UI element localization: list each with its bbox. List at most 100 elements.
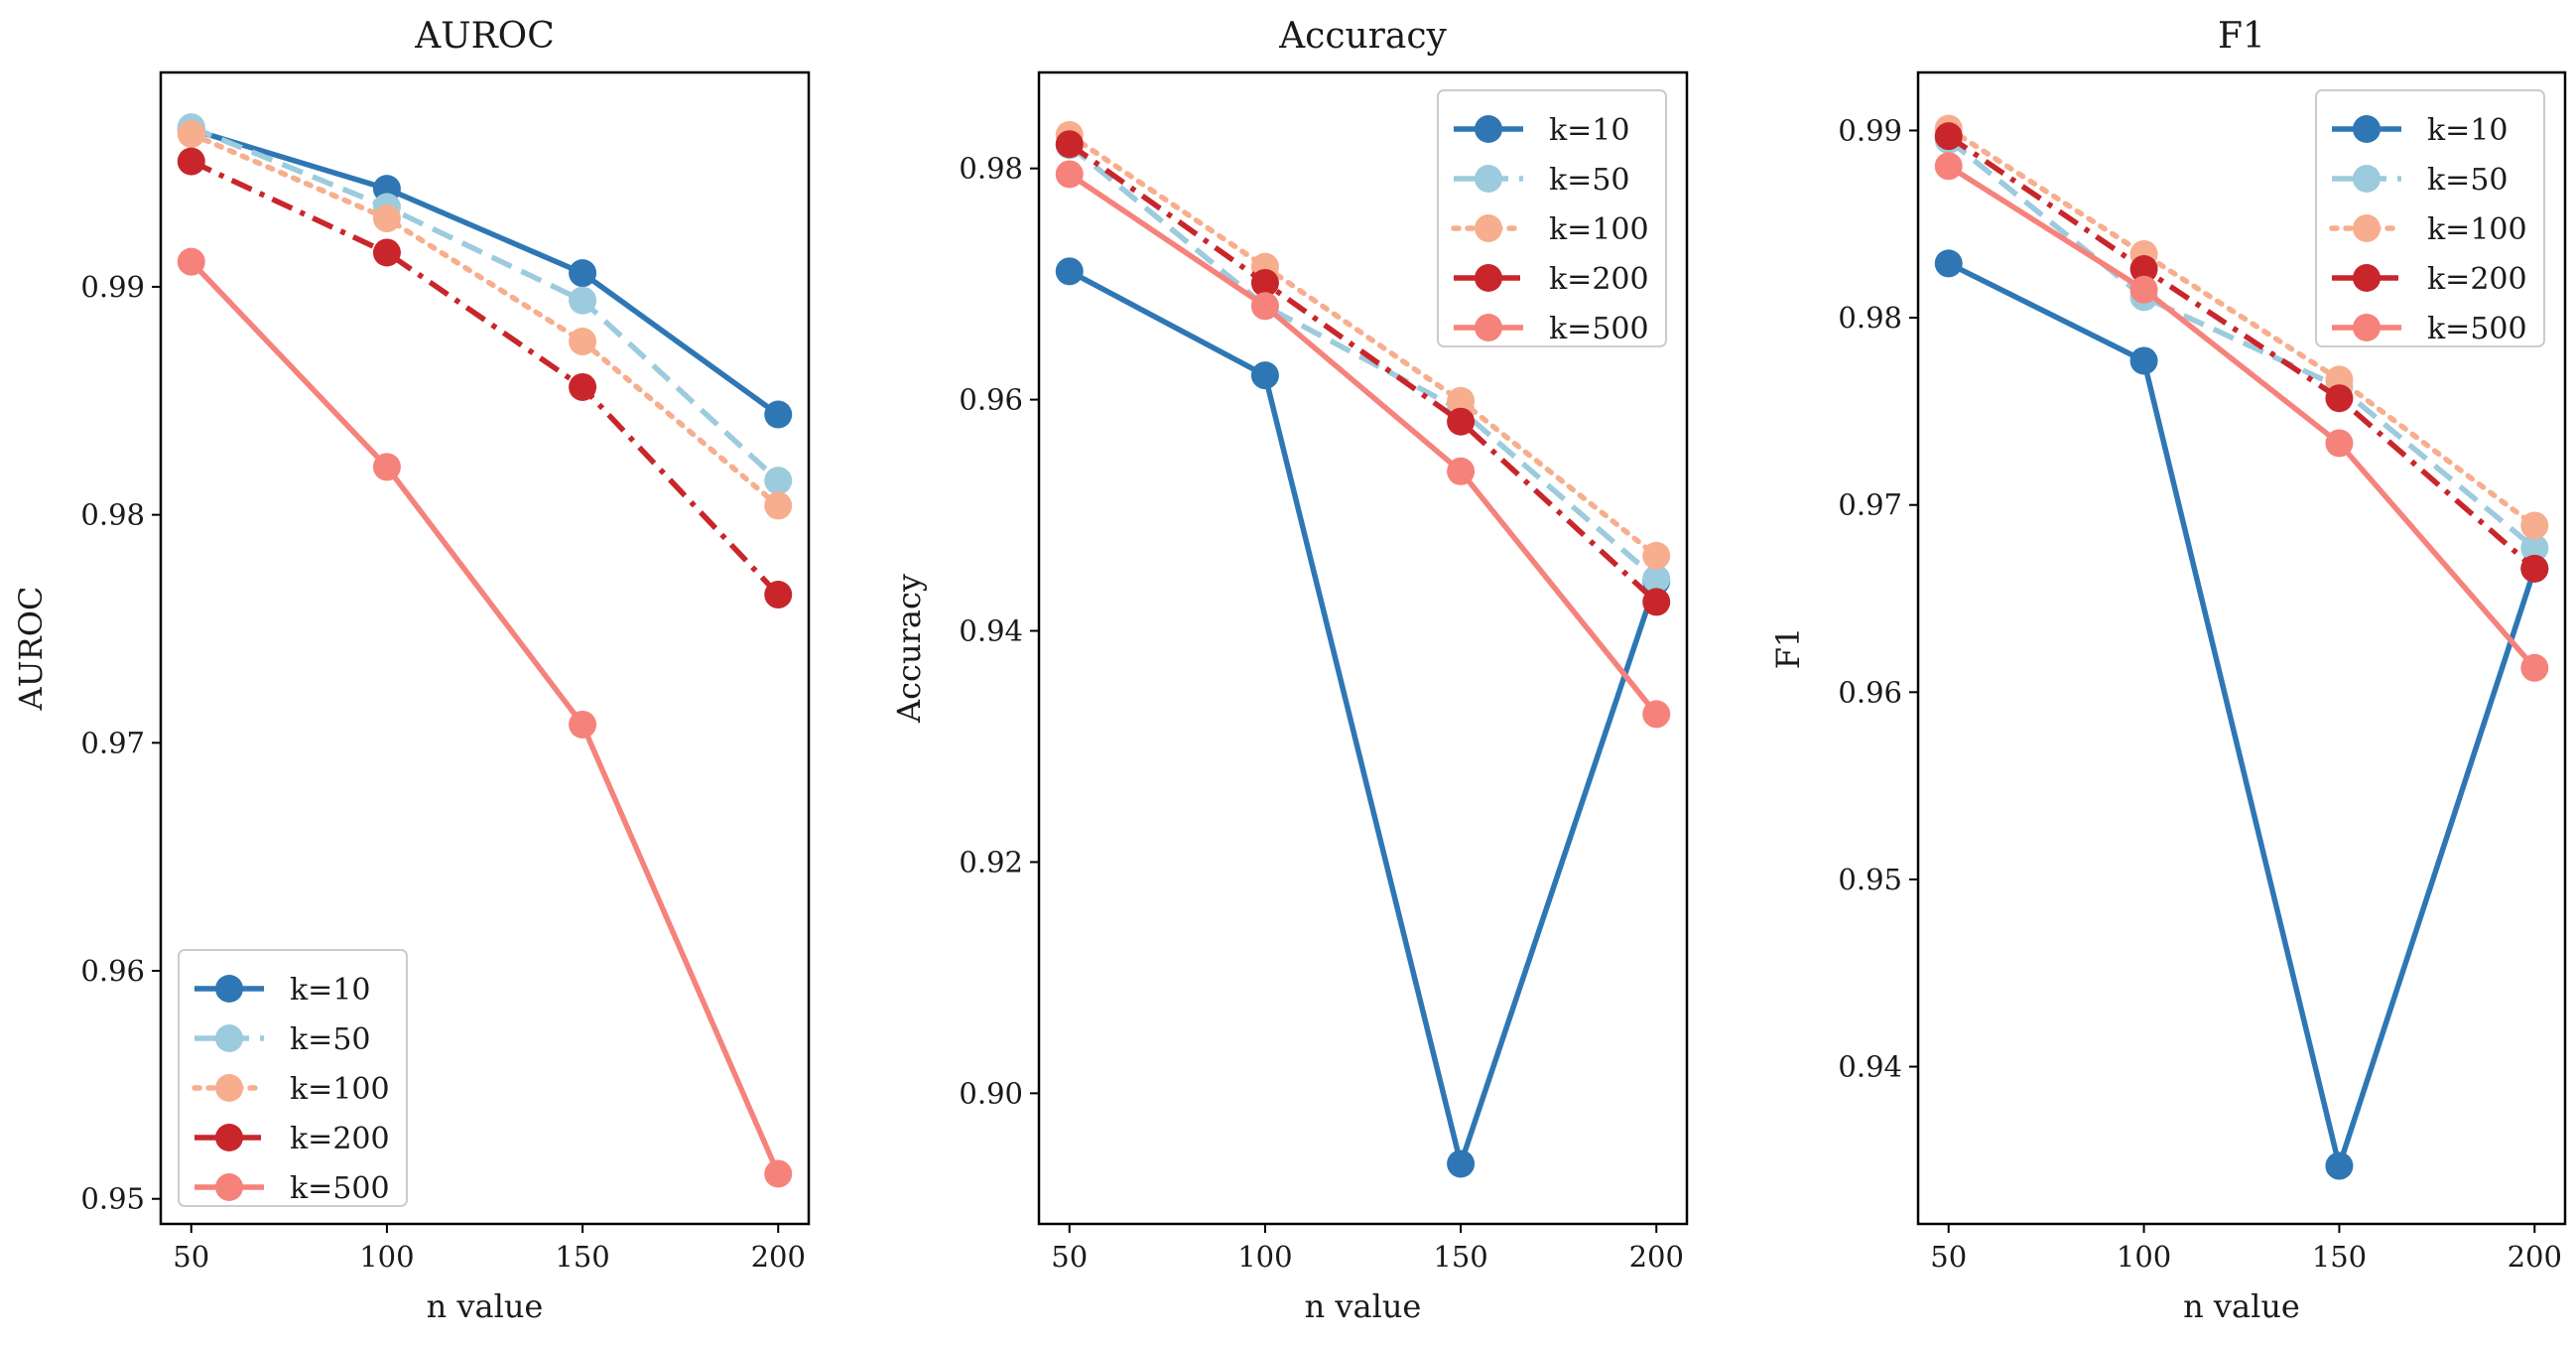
data-point <box>372 204 401 233</box>
y-axis-label: AUROC <box>12 587 50 712</box>
chart-title: F1 <box>2218 16 2265 57</box>
legend-label: k=50 <box>290 1022 371 1057</box>
data-point <box>1447 1149 1476 1178</box>
data-point <box>764 400 793 429</box>
chart-title: AUROC <box>414 16 555 57</box>
y-tick-label: 0.97 <box>1838 488 1902 522</box>
y-tick-label: 0.99 <box>80 270 145 304</box>
data-point <box>1642 541 1671 570</box>
data-point <box>2325 1151 2354 1180</box>
y-tick-label: 0.95 <box>80 1182 145 1216</box>
y-tick-label: 0.90 <box>959 1076 1023 1110</box>
x-tick-label: 100 <box>1237 1240 1292 1274</box>
data-point <box>764 1159 793 1188</box>
series-line <box>190 159 781 597</box>
legend-label: k=10 <box>2427 113 2509 148</box>
legend-marker <box>215 1124 243 1151</box>
legend-marker <box>1475 165 1502 193</box>
series-line <box>1945 125 2538 529</box>
data-point <box>1250 268 1279 297</box>
y-tick-label: 0.94 <box>959 614 1023 648</box>
x-tick-label: 200 <box>1629 1240 1684 1274</box>
legend-label: k=100 <box>2427 212 2527 247</box>
data-point <box>1447 457 1476 485</box>
legend-label: k=500 <box>1549 312 1649 346</box>
data-point <box>2129 346 2158 375</box>
legend-label: k=200 <box>290 1122 390 1156</box>
x-axis-label: n value <box>427 1287 544 1325</box>
series-k-10 <box>177 115 793 429</box>
series-line <box>1947 260 2537 1169</box>
x-tick-label: 200 <box>2508 1240 2562 1274</box>
data-point <box>569 372 597 401</box>
data-point <box>569 710 597 739</box>
data-point <box>569 286 597 315</box>
data-point <box>764 467 793 495</box>
data-point <box>2520 653 2549 682</box>
data-point <box>2520 554 2549 583</box>
chart-title: Accuracy <box>1278 16 1447 57</box>
series-line <box>1946 137 2537 551</box>
data-point <box>1934 122 1963 151</box>
x-tick-label: 50 <box>1930 1240 1967 1274</box>
legend-marker <box>2353 165 2381 193</box>
data-point <box>1447 386 1476 415</box>
legend-marker <box>1475 214 1502 242</box>
y-tick-label: 0.92 <box>959 845 1023 878</box>
legend-marker <box>2353 314 2381 341</box>
series-line <box>191 126 780 417</box>
x-tick-label: 100 <box>2117 1240 2171 1274</box>
data-point <box>177 147 205 176</box>
legend: k=10 k=50 k=100 k=200 k=500 <box>178 949 408 1207</box>
series-line <box>1068 268 1659 1167</box>
series-k-200 <box>177 147 793 609</box>
series-k-200 <box>1934 122 2549 583</box>
y-tick-label: 0.98 <box>1838 301 1902 335</box>
legend-label: k=500 <box>290 1171 390 1206</box>
y-axis-label: F1 <box>1769 627 1807 670</box>
legend-marker <box>215 1024 243 1052</box>
x-tick-label: 150 <box>1433 1240 1487 1274</box>
series-line <box>1068 141 1659 605</box>
data-point <box>2129 275 2158 304</box>
series-line <box>1067 132 1659 559</box>
x-axis-label: n value <box>2183 1287 2300 1325</box>
legend-label: k=10 <box>290 973 371 1008</box>
series-line <box>189 259 781 1175</box>
legend-marker <box>1475 314 1502 341</box>
series-line <box>1068 172 1659 717</box>
data-point <box>569 328 597 356</box>
f1-panel: F1 50 100 150 200 0.94 0.95 0.96 0.97 0.98 0.99 n v… <box>1769 16 2567 1325</box>
data-point <box>2129 255 2158 284</box>
series-k-500 <box>177 247 793 1188</box>
data-point <box>372 238 401 267</box>
series-line <box>1947 163 2537 670</box>
y-tick-label: 0.94 <box>1838 1050 1902 1084</box>
data-point <box>1055 130 1084 159</box>
y-tick-label: 0.97 <box>80 726 145 759</box>
data-point <box>2520 511 2549 540</box>
series-line <box>189 131 781 509</box>
y-tick-label: 0.98 <box>80 498 145 532</box>
legend-label: k=200 <box>2427 262 2527 297</box>
legend: k=10 k=50 k=100 k=200 k=500 <box>1437 89 1667 347</box>
legend-marker <box>215 1074 243 1102</box>
x-axis-label: n value <box>1305 1287 1422 1325</box>
legend-marker <box>2353 264 2381 292</box>
y-tick-label: 0.96 <box>1838 675 1902 709</box>
y-tick-label: 0.95 <box>1838 863 1902 896</box>
series-k-100 <box>177 120 793 520</box>
legend-label: k=200 <box>1549 262 1649 297</box>
data-point <box>764 491 793 520</box>
series-k-10 <box>1934 249 2549 1180</box>
legend-label: k=50 <box>2427 163 2509 198</box>
legend-marker <box>215 975 243 1003</box>
series-line <box>1068 143 1658 582</box>
legend-label: k=100 <box>1549 212 1649 247</box>
x-tick-label: 150 <box>2312 1240 2367 1274</box>
data-point <box>1642 700 1671 729</box>
axes-frame <box>1037 70 1689 1226</box>
legend-marker <box>1475 115 1502 143</box>
data-point <box>1934 249 1963 278</box>
